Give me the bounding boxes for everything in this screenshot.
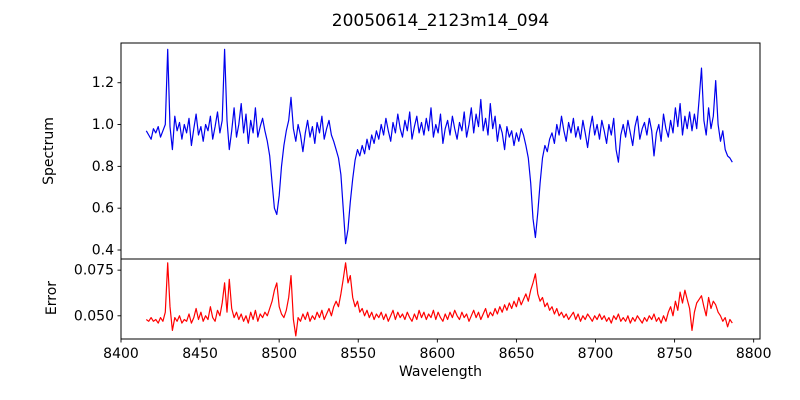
error-line <box>145 262 733 337</box>
y-tick-label: 1.2 <box>92 75 114 91</box>
y-tick-label: 0.8 <box>92 159 114 175</box>
spectrum-axes-frame <box>120 42 761 260</box>
y-tick-label: 0.6 <box>92 201 114 217</box>
y-tick-label: 1.0 <box>92 117 114 133</box>
y-tick-label: 0.050 <box>74 308 114 324</box>
x-tick-label: 8450 <box>182 346 218 362</box>
x-tick-label: 8600 <box>420 346 456 362</box>
x-tick-label: 8550 <box>340 346 376 362</box>
x-tick-label: 8700 <box>578 346 614 362</box>
plot-title: 20050614_2123m14_094 <box>331 11 550 31</box>
x-tick-label: 8400 <box>103 346 139 362</box>
x-tick-label: 8650 <box>499 346 535 362</box>
spectrum-line <box>145 48 733 245</box>
y-tick-label: 0.075 <box>74 263 114 279</box>
x-tick-label: 8500 <box>261 346 297 362</box>
x-tick-label: 8800 <box>736 346 772 362</box>
y-tick-label: 0.4 <box>92 243 114 259</box>
error-axes-frame <box>120 258 761 340</box>
x-axis-label: Wavelength <box>398 364 483 380</box>
x-tick-label: 8750 <box>657 346 693 362</box>
